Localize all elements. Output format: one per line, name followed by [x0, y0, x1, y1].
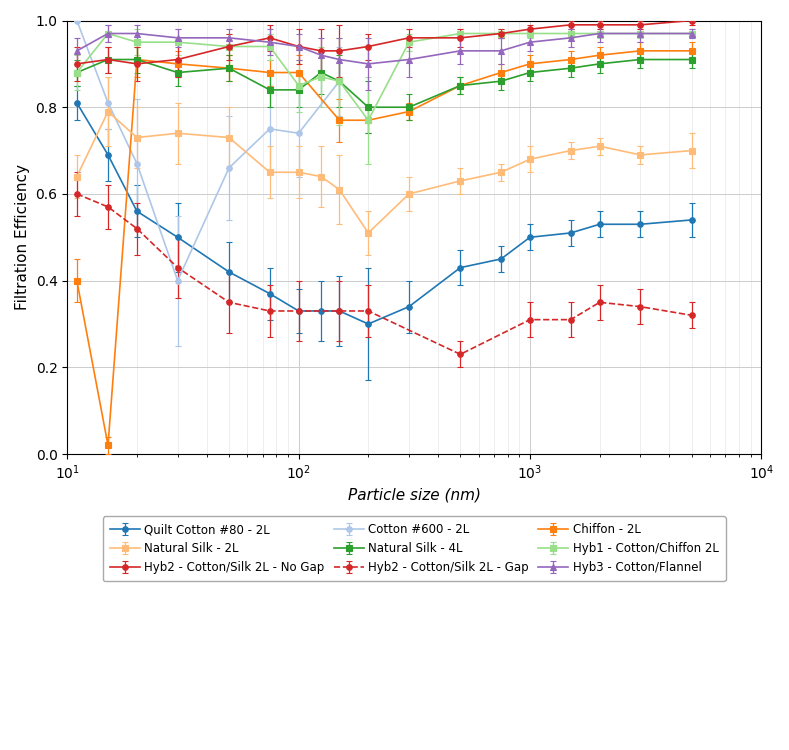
Legend: Quilt Cotton #80 - 2L, Natural Silk - 2L, Hyb2 - Cotton/Silk 2L - No Gap, Cotton: Quilt Cotton #80 - 2L, Natural Silk - 2L… [103, 516, 726, 581]
Y-axis label: Filtration Efficiency: Filtration Efficiency [15, 164, 30, 310]
X-axis label: Particle size (nm): Particle size (nm) [348, 488, 481, 503]
